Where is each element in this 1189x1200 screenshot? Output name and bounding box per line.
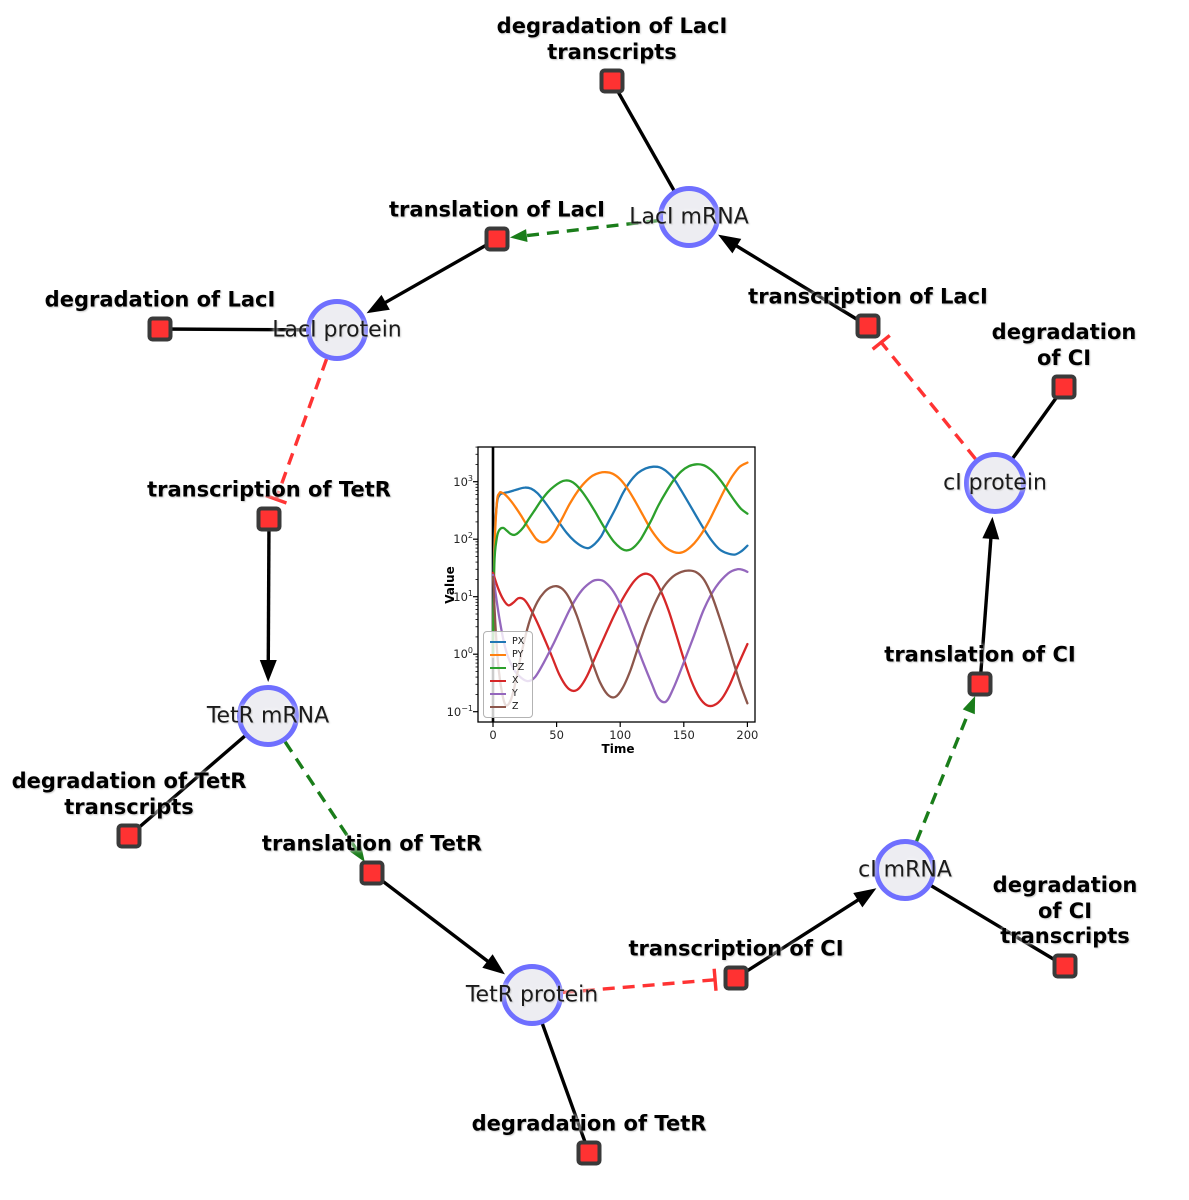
arrowhead-icon — [853, 888, 877, 908]
value-axis-tick-label-exp--1: 10−1 — [446, 703, 473, 719]
time-axis-tick-label-50: 50 — [549, 728, 564, 742]
legend-swatch-PY — [490, 654, 506, 656]
chart-legend: PX PY PZ X Y Z — [483, 631, 534, 718]
arrowhead-icon — [718, 234, 742, 254]
legend-swatch-Y — [490, 693, 506, 695]
edge-ci-mrna--degradation-of-ci-transcripts — [904, 868, 1066, 968]
series-curve-X — [491, 571, 749, 708]
edge-laci-protein--transcription-of-tetr — [265, 358, 329, 505]
legend-item-Y: Y — [490, 688, 524, 700]
x-axis-title: Time — [601, 742, 635, 756]
value-axis-tick-label-exp-2: 102 — [453, 531, 473, 547]
value-axis-tick-label-exp-1: 101 — [453, 588, 473, 604]
edge-transcription-of-ci--ci-mrna — [735, 888, 877, 980]
timecourse-inset-chart: 10−1 100 101 102 103 0 50 100 150 200 Time Value … — [440, 432, 780, 772]
inhibition-bar-icon — [712, 968, 718, 991]
legend-label-X: X — [512, 675, 519, 687]
edge-translation-of-tetr--tetr-protein — [370, 871, 505, 975]
time-axis-tick-label-100: 100 — [609, 728, 632, 742]
inhibition-bar-icon — [265, 493, 288, 505]
chart-canvas — [473, 446, 756, 727]
arrowhead-icon — [482, 954, 505, 975]
legend-swatch-PX — [490, 641, 506, 643]
legend-item-PZ: PZ — [490, 662, 524, 674]
edge-laci-protein--degradation-of-laci — [159, 327, 338, 332]
modifier-arrowhead-icon — [962, 696, 976, 715]
legend-label-Y: Y — [512, 688, 518, 700]
legend-swatch-PZ — [490, 667, 506, 669]
legend-item-PX: PX — [490, 636, 524, 648]
legend-item-Z: Z — [490, 701, 524, 713]
value-axis-tick-label-exp-3: 103 — [453, 473, 473, 489]
legend-label-PX: PX — [512, 636, 525, 648]
legend-item-X: X — [490, 675, 524, 687]
edge-ci-protein--degradation-of-ci — [993, 386, 1066, 484]
time-axis-tick-label-0: 0 — [489, 728, 497, 742]
legend-label-PY: PY — [512, 649, 524, 661]
edge-ci-protein--transcription-of-laci — [871, 334, 977, 460]
edge-translation-of-laci--laci-protein — [366, 237, 498, 314]
value-axis-tick-label-exp-0: 100 — [453, 646, 473, 662]
legend-label-PZ: PZ — [512, 662, 525, 674]
edge-transcription-of-laci--laci-mrna — [718, 234, 869, 328]
edge-tetr-protein--degradation-of-tetr — [530, 994, 591, 1154]
edge-laci-mrna--translation-of-laci — [509, 218, 659, 243]
legend-swatch-X — [490, 680, 506, 682]
inhibition-bar-icon — [871, 334, 891, 351]
arrowhead-icon — [366, 294, 390, 314]
chart-axes-frame — [477, 446, 756, 723]
time-axis-tick-label-150: 150 — [672, 728, 695, 742]
time-axis-tick-label-200: 200 — [736, 728, 759, 742]
edge-ci-mrna--translation-of-ci — [915, 696, 976, 842]
edge-tetr-mrna--degradation-of-tetr-transcripts — [127, 714, 270, 838]
series-curve-PX — [491, 465, 749, 639]
edge-laci-mrna--degradation-of-laci-transcripts — [610, 80, 691, 218]
edge-transcription-of-tetr--tetr-mrna — [259, 518, 277, 683]
legend-label-Z: Z — [512, 701, 519, 713]
arrowhead-icon — [982, 516, 1000, 540]
series-curve-PZ — [491, 463, 749, 656]
modifier-arrowhead-icon — [350, 844, 365, 863]
legend-swatch-Z — [490, 706, 506, 708]
edge-tetr-mrna--translation-of-tetr — [283, 740, 365, 863]
legend-item-PY: PY — [490, 649, 524, 661]
arrowhead-icon — [259, 659, 277, 683]
series-curve-PY — [491, 461, 749, 658]
y-axis-title: Value — [443, 566, 457, 604]
modifier-arrowhead-icon — [509, 229, 528, 243]
edge-tetr-protein--transcription-of-ci — [562, 968, 718, 995]
edge-translation-of-ci--ci-protein — [978, 516, 1000, 685]
